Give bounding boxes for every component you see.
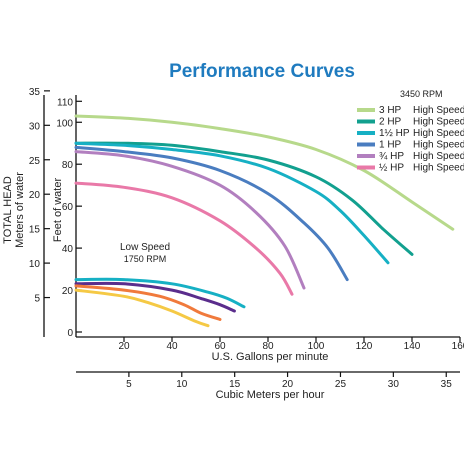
x-m3h-tick-label: 15: [229, 379, 241, 390]
high-speed-curve-0: [74, 114, 455, 231]
y-meters-tick-label: 30: [29, 121, 41, 132]
axes-layer: 0 20 40 60 80 100 110 5 10 15 20 25 30 35 20 40 60 80 100 1…: [2, 87, 464, 401]
y-feet-tick-label: 40: [62, 244, 74, 255]
y-feet-tick-label: 110: [57, 97, 73, 108]
legend-speed-label: High Speed: [413, 151, 464, 162]
low-speed-note-line1: Low Speed: [120, 242, 170, 253]
x-gpm-tick-label: 100: [308, 341, 325, 352]
high-speed-curve-4: [74, 150, 306, 290]
legend-speed-label: High Speed: [413, 140, 464, 151]
x-gpm-tick-label: 80: [262, 341, 274, 352]
y-meters-tick-label: 35: [29, 87, 41, 98]
rpm-note: 3450 RPM: [400, 89, 443, 99]
x-m3h-tick-label: 5: [126, 379, 132, 390]
y-feet-tick-label: 60: [62, 202, 74, 213]
x-m3h-tick-label: 20: [282, 379, 294, 390]
x-gpm-tick-label: 160: [452, 341, 464, 352]
legend-speed-label: High Speed: [413, 105, 464, 116]
y-meters-tick-label: 5: [34, 294, 40, 305]
x-gpm-tick-label: 140: [404, 341, 421, 352]
low-speed-curve-8: [74, 284, 222, 321]
high-speed-curve-2: [74, 141, 390, 265]
y-feet-tick-label: 80: [62, 160, 74, 171]
x-m3h-tick-label: 10: [176, 379, 188, 390]
x-gpm-tick-label: 60: [214, 341, 226, 352]
y-meters-tick-label: 15: [29, 225, 41, 236]
legend-hp-label: ¾ HP: [379, 151, 404, 162]
x-axis-gpm-label: U.S. Gallons per minute: [212, 351, 329, 363]
y-axis-feet-label: Feet of water: [52, 178, 64, 243]
x-gpm-tick-label: 20: [118, 341, 130, 352]
low-speed-curve-7: [74, 281, 236, 313]
legend-hp-label: 3 HP: [379, 105, 402, 116]
x-axis-m3h-label: Cubic Meters per hour: [216, 389, 325, 401]
series-layer: [74, 114, 455, 328]
x-m3h-tick-label: 30: [388, 379, 400, 390]
y-meters-tick-label: 20: [29, 190, 41, 201]
low-speed-curve-9: [74, 288, 210, 328]
y-feet-tick-label: 0: [67, 328, 73, 339]
legend-hp-label: ½ HP: [379, 163, 404, 174]
y-axis-meters-label-line1: TOTAL HEAD: [2, 176, 14, 244]
low-speed-note-line2: 1750 RPM: [124, 254, 167, 264]
legend-speed-label: High Speed: [413, 163, 464, 174]
high-speed-curve-5: [74, 181, 294, 296]
legend-hp-label: 1 HP: [379, 140, 402, 151]
high-speed-curve-1: [74, 141, 414, 256]
x-gpm-tick-label: 40: [166, 341, 178, 352]
chart-title: Performance Curves: [169, 61, 355, 82]
x-m3h-tick-label: 25: [335, 379, 347, 390]
y-axis-meters-label-line2: Meters of water: [14, 172, 26, 248]
x-m3h-tick-label: 35: [441, 379, 453, 390]
low-speed-curve-6: [74, 277, 246, 309]
y-meters-tick-label: 25: [29, 156, 41, 167]
x-gpm-tick-label: 120: [356, 341, 373, 352]
legend-hp-label: 2 HP: [379, 117, 402, 128]
y-meters-tick-label: 10: [29, 259, 41, 270]
legend-speed-label: High Speed: [413, 117, 464, 128]
y-feet-tick-label: 100: [56, 118, 73, 129]
legend-hp-label: 1½ HP: [379, 128, 410, 139]
legend-speed-label: High Speed: [413, 128, 464, 139]
y-feet-tick-label: 20: [62, 286, 74, 297]
high-speed-curve-3: [74, 145, 349, 282]
